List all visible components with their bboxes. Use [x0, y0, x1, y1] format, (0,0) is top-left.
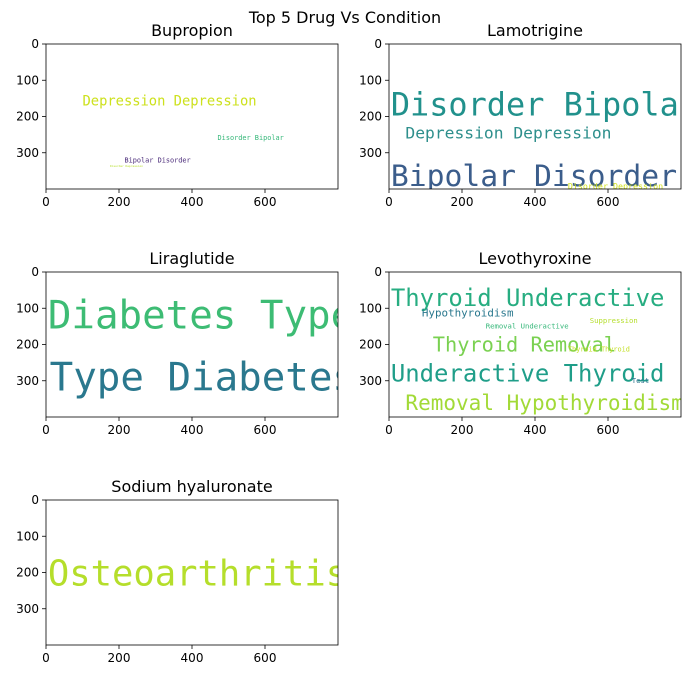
x-tick-label: 600	[254, 195, 277, 209]
y-tick-label: 100	[16, 73, 39, 87]
word-cloud: Depression Depression Disorder Bipolar Bip…	[83, 93, 284, 167]
x-tick-label: 200	[108, 195, 131, 209]
word-phrase: Bipolar Disorder	[124, 156, 190, 164]
word-cloud: Thyroid UnderactiveHypothyroidismRemoval…	[391, 284, 683, 415]
y-tick-label: 100	[359, 301, 382, 315]
y-tick-label: 100	[359, 73, 382, 87]
word-phrase: Disorder Depression	[568, 181, 663, 191]
y-tick-label: 300	[359, 374, 382, 388]
x-tick-label: 0	[385, 195, 393, 209]
word-phrase: Removal Hypothyroidism	[405, 390, 683, 415]
x-tick-label: 600	[597, 195, 620, 209]
y-tick-label: 100	[16, 301, 39, 315]
word-phrase: Disorder Bipolar	[391, 85, 690, 123]
y-tick-label: 300	[359, 146, 382, 160]
word-phrase: Depression Depression	[83, 93, 257, 109]
word-phrase: Osteoarthritis	[48, 554, 347, 595]
x-tick-label: 0	[42, 195, 50, 209]
y-tick-label: 200	[16, 338, 39, 352]
x-tick-label: 600	[254, 423, 277, 437]
y-tick-label: 200	[359, 338, 382, 352]
word-phrase: Underactive Thyroid	[391, 359, 665, 387]
y-tick-label: 300	[16, 374, 39, 388]
y-tick-label: 0	[31, 37, 39, 51]
y-tick-label: 200	[359, 110, 382, 124]
subplot-1: Depression Depression Disorder Bipolar Bip…	[16, 21, 339, 209]
x-tick-label: 400	[181, 195, 204, 209]
subplot-title: Levothyroxine	[478, 249, 591, 268]
subplot-4: Thyroid UnderactiveHypothyroidismRemoval…	[359, 249, 683, 437]
y-tick-label: 100	[16, 529, 39, 543]
x-tick-label: 200	[108, 423, 131, 437]
word-phrase: Removal Underactive	[486, 321, 569, 330]
x-tick-label: 400	[524, 423, 547, 437]
subplot-5: Osteoarthritis Sodium hyaluronate 0 200 400 6…	[16, 477, 347, 665]
y-tick-label: 0	[31, 265, 39, 279]
x-tick-label: 200	[108, 651, 131, 665]
word-phrase: Thyroid Removal	[433, 332, 616, 356]
subplot-title: Bupropion	[151, 21, 233, 40]
word-phrase: Disorder Depression	[110, 164, 143, 168]
y-tick-label: 200	[16, 566, 39, 580]
x-tick-label: 600	[254, 651, 277, 665]
word-phrase: Bipolar Disorder	[391, 159, 677, 194]
y-tick-label: 0	[31, 493, 39, 507]
axes-frame	[45, 43, 339, 190]
y-tick-label: 200	[16, 110, 39, 124]
x-tick-label: 400	[181, 423, 204, 437]
word-phrase: Diabetes Type	[48, 294, 354, 339]
y-tick-label: 0	[374, 265, 382, 279]
x-tick-label: 400	[181, 651, 204, 665]
x-tick-label: 0	[385, 423, 393, 437]
x-tick-label: 200	[451, 423, 474, 437]
word-phrase: Test	[632, 376, 649, 385]
figure-title: Top 5 Drug Vs Condition	[248, 8, 441, 27]
word-phrase: Thyroid Underactive	[391, 284, 665, 312]
word-phrase: Type Diabetes	[50, 355, 356, 400]
word-cloud: Osteoarthritis	[48, 554, 347, 595]
word-phrase: Thyroid Thyroid	[568, 346, 630, 354]
y-tick-label: 300	[16, 146, 39, 160]
subplot-title: Sodium hyaluronate	[111, 477, 272, 496]
word-phrase: Suppression	[590, 316, 638, 325]
x-tick-label: 0	[42, 651, 50, 665]
x-tick-label: 0	[42, 423, 50, 437]
x-tick-label: 400	[524, 195, 547, 209]
y-tick-label: 0	[374, 37, 382, 51]
word-phrase: Depression Depression	[405, 123, 611, 142]
word-cloud: Diabetes Type Type Diabetes	[48, 294, 356, 401]
subplot-title: Lamotrigine	[487, 21, 583, 40]
y-tick-label: 300	[16, 602, 39, 616]
word-phrase: Disorder Bipolar	[218, 134, 284, 142]
subplot-title: Liraglutide	[149, 249, 234, 268]
x-tick-label: 200	[451, 195, 474, 209]
x-tick-label: 600	[597, 423, 620, 437]
subplot-3: Diabetes Type Type Diabetes Liraglutide 0 20…	[16, 249, 356, 437]
word-phrase: Hypothyroidism	[422, 307, 514, 320]
